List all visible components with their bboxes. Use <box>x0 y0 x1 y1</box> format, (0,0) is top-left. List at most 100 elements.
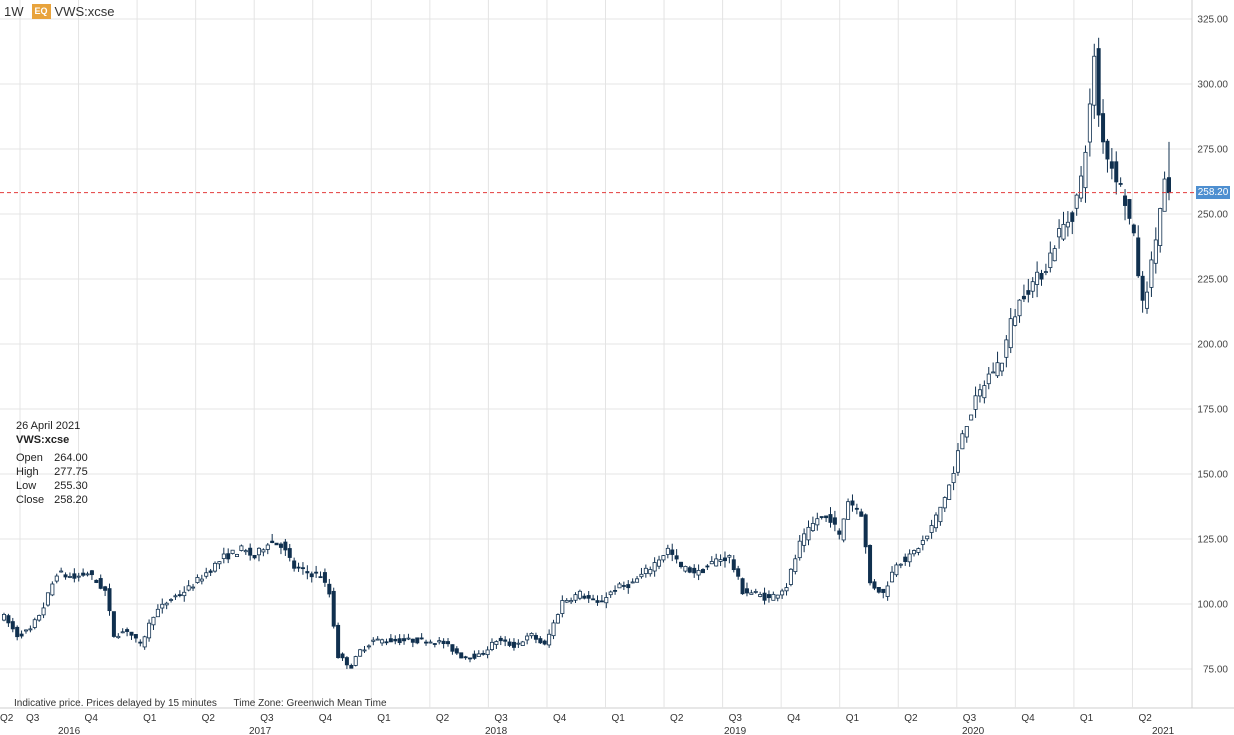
candle-body-up <box>520 641 525 646</box>
candle-body-down <box>177 594 182 597</box>
candle-body-down <box>450 644 455 652</box>
candle-body-up <box>929 525 934 533</box>
candle-body-up <box>925 535 930 540</box>
symbol-label[interactable]: VWS:xcse <box>54 4 115 19</box>
candle-body-up <box>186 585 191 591</box>
candle-body-up <box>155 608 160 618</box>
candle-body-down <box>327 583 332 595</box>
candle-body-up <box>366 645 371 648</box>
candle-body-up <box>147 622 152 639</box>
candle-body-down <box>103 586 108 591</box>
candle-body-down <box>762 592 767 601</box>
ohlc-row-high: High 277.75 <box>16 465 98 479</box>
candle-body-up <box>885 585 890 597</box>
candle-body-up <box>243 550 248 553</box>
x-quarter-label: Q3 <box>494 713 508 724</box>
x-quarter-label: Q2 <box>436 713 450 724</box>
candle-body-up <box>577 590 582 599</box>
candle-body-up <box>788 568 793 585</box>
candle-body-down <box>81 572 86 576</box>
candle-body-up <box>169 599 174 601</box>
x-quarter-label: Q1 <box>1080 713 1094 724</box>
candle-body-down <box>731 559 736 571</box>
candle-body-up <box>951 472 956 484</box>
candle-body-up <box>841 518 846 541</box>
candle-body-down <box>679 561 684 568</box>
candle-body-down <box>533 635 538 640</box>
x-year-label: 2019 <box>724 726 747 735</box>
candle-body-up <box>41 607 46 616</box>
candle-body-down <box>15 626 20 638</box>
y-tick-label: 275.00 <box>1197 145 1228 156</box>
candle-body-up <box>630 581 635 584</box>
candle-body-down <box>1140 275 1145 301</box>
candle-body-up <box>991 371 996 374</box>
candle-body-down <box>340 653 345 659</box>
candle-body-down <box>1039 273 1044 280</box>
candle-body-up <box>784 587 789 592</box>
candle-body-up <box>771 593 776 601</box>
candle-body-up <box>775 594 780 599</box>
candle-body-down <box>459 652 464 659</box>
ohlc-row-close: Close 258.20 <box>16 493 98 507</box>
candle-body-up <box>54 575 59 582</box>
y-tick-label: 75.00 <box>1203 665 1228 676</box>
candle-body-down <box>314 571 319 574</box>
candle-body-down <box>705 565 710 568</box>
candle-body-down <box>859 511 864 517</box>
candle-body-down <box>454 648 459 654</box>
equity-badge: EQ <box>31 4 51 19</box>
candle-body-down <box>419 637 424 640</box>
candle-body-up <box>173 595 178 598</box>
candle-body-down <box>1070 212 1075 222</box>
candle-body-down <box>863 514 868 548</box>
y-tick-label: 150.00 <box>1197 470 1228 481</box>
candle-body-up <box>920 540 925 545</box>
candle-body-up <box>1162 178 1167 212</box>
candle-body-up <box>191 586 196 589</box>
candle-body-up <box>50 583 55 596</box>
candle-body-down <box>1131 224 1136 234</box>
candle-body-down <box>1105 140 1110 160</box>
candle-body-up <box>32 619 37 628</box>
candle-body-down <box>1096 48 1101 116</box>
candle-body-up <box>76 575 81 578</box>
x-year-label: 2020 <box>962 726 985 735</box>
candle-body-down <box>424 641 429 644</box>
candle-body-down <box>318 576 323 579</box>
candle-body-down <box>1101 113 1106 143</box>
candle-body-down <box>670 549 675 555</box>
x-year-label: 2016 <box>58 726 81 735</box>
candle-body-down <box>1136 237 1141 277</box>
candle-body-up <box>221 553 226 560</box>
ohlc-label: Low <box>16 480 37 492</box>
candle-body-down <box>1109 161 1114 169</box>
candle-body-up <box>120 631 125 634</box>
ohlc-row-low: Low 255.30 <box>16 479 98 493</box>
candle-body-up <box>1079 175 1084 199</box>
period-label[interactable]: 1W <box>4 4 24 19</box>
candle-body-up <box>1030 281 1035 292</box>
candle-body-down <box>472 653 477 659</box>
candle-body-down <box>613 589 618 592</box>
candle-body-down <box>292 560 297 569</box>
candle-body-down <box>94 579 99 583</box>
candle-body-up <box>59 570 64 573</box>
x-quarter-label: Q2 <box>904 713 918 724</box>
candle-body-up <box>151 616 156 626</box>
candle-body-down <box>10 621 15 630</box>
info-date: 26 April 2021 <box>16 420 81 432</box>
candle-body-up <box>604 597 609 604</box>
candle-body-up <box>749 592 754 595</box>
ohlc-value: 277.75 <box>54 466 88 478</box>
candle-body-up <box>525 635 530 641</box>
candle-body-up <box>560 600 565 614</box>
ohlc-row-open: Open 264.00 <box>16 451 98 465</box>
ohlc-info-panel: 26 April 2021 VWS:xcse Open 264.00 High 27… <box>16 419 98 507</box>
candle-body-up <box>199 578 204 582</box>
candle-body-down <box>876 587 881 593</box>
candle-body-up <box>1057 228 1062 238</box>
candle-body-down <box>446 641 451 645</box>
candle-body-down <box>331 590 336 627</box>
